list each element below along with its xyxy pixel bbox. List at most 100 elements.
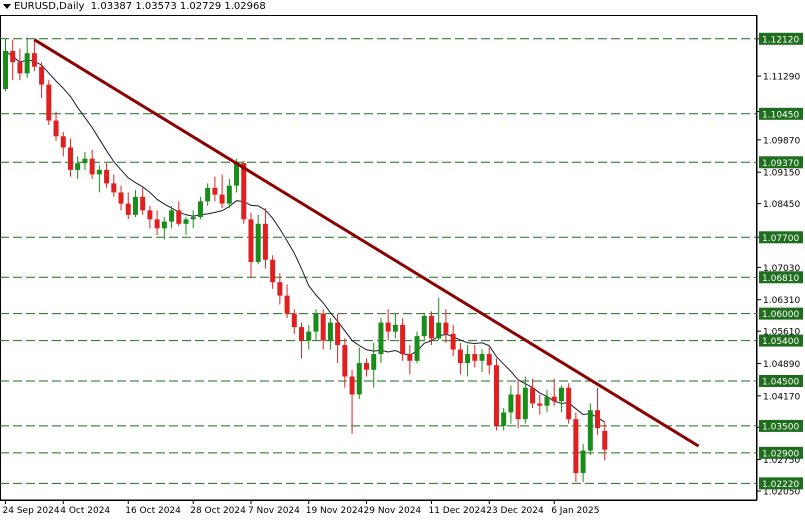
candle [472, 345, 478, 368]
x-tick-label: 16 Oct 2024 [125, 506, 181, 516]
x-tick-label: 4 Oct 2024 [60, 506, 110, 516]
candle [291, 309, 297, 334]
candle-body [472, 354, 478, 361]
candle-body [205, 187, 211, 202]
candle [183, 217, 189, 236]
candle [595, 387, 601, 435]
candle-body [248, 219, 254, 262]
candle [450, 324, 456, 357]
candle-body [67, 147, 73, 170]
candle-body [60, 136, 66, 148]
symbol-timeframe: EURUSD,Daily [14, 1, 85, 12]
candle-body [580, 450, 586, 474]
candle [421, 313, 427, 341]
candle-body [450, 333, 456, 350]
level-label: 1.02220 [762, 480, 799, 490]
collapse-triangle-icon[interactable] [3, 3, 11, 9]
y-tick-label: 1.02050 [763, 488, 800, 498]
candle-body [31, 53, 37, 67]
y-tick-label: 1.06310 [763, 296, 800, 306]
level-label-bg [759, 231, 803, 244]
level-label-bg [759, 419, 803, 432]
candle [67, 138, 73, 177]
candle [255, 214, 261, 265]
candle-body [356, 363, 362, 395]
y-tick-label: 1.08450 [763, 200, 800, 210]
candle [515, 378, 521, 429]
candle [241, 160, 247, 224]
candle [132, 190, 138, 218]
candle-body [371, 354, 377, 370]
candle [39, 62, 45, 99]
candle [111, 174, 117, 197]
candle [262, 208, 268, 269]
candle-body [508, 394, 514, 413]
candle [140, 187, 146, 215]
y-tick-label: 1.07030 [763, 264, 800, 274]
candle [443, 309, 449, 343]
candle [270, 255, 276, 289]
y-tick-label: 1.04890 [763, 360, 800, 370]
candle [118, 185, 124, 211]
candle-body [262, 223, 268, 260]
trendline [33, 38, 700, 448]
candle-body [104, 169, 110, 184]
candle [573, 412, 579, 483]
candle [17, 48, 23, 81]
candle-body [443, 322, 449, 334]
candle-body [342, 345, 348, 377]
candle [508, 385, 514, 424]
candle [248, 212, 254, 278]
level-label-bg [759, 334, 803, 347]
candle [306, 324, 312, 350]
candle [378, 318, 384, 364]
candle-body [421, 315, 427, 337]
x-tick-label: 28 Oct 2024 [190, 506, 246, 516]
candle-body [241, 163, 247, 220]
x-tick-label: 23 Dec 2024 [486, 506, 544, 516]
candle [558, 385, 564, 413]
candle [60, 131, 66, 157]
candle [457, 342, 463, 375]
candle-body [255, 223, 261, 262]
candle-body [327, 322, 333, 341]
candle [82, 151, 88, 170]
candle [385, 309, 391, 341]
candle [96, 165, 102, 193]
candle-body [132, 196, 138, 215]
candle-body [486, 354, 492, 366]
candle [537, 394, 543, 415]
candle-body [140, 196, 146, 211]
y-tick-label: 1.05610 [763, 328, 800, 338]
candle [75, 156, 81, 179]
candle-body [522, 387, 528, 420]
level-label-bg [759, 107, 803, 120]
level-label: 1.04500 [762, 377, 799, 387]
candle [190, 210, 196, 229]
candle-body [364, 363, 369, 370]
level-label: 1.03500 [762, 422, 799, 432]
candle [530, 378, 536, 408]
candle-body [161, 221, 167, 229]
moving-average-line [5, 50, 606, 423]
candle-body [234, 163, 240, 186]
y-tick-label: 1.09870 [763, 136, 800, 146]
candle [299, 322, 305, 359]
candle-body [147, 210, 153, 220]
level-label-bg [759, 307, 803, 320]
candle-body [24, 53, 30, 74]
candle [400, 318, 406, 361]
candle-body [428, 315, 434, 339]
candle [176, 201, 182, 227]
candle-body [479, 354, 485, 361]
candle-body [501, 412, 507, 426]
candle [479, 349, 485, 373]
candle-body [349, 376, 355, 395]
candle-body [154, 219, 160, 229]
candle [428, 311, 434, 346]
candle [53, 111, 59, 141]
candle-body [75, 163, 81, 170]
candle-body [313, 313, 319, 332]
